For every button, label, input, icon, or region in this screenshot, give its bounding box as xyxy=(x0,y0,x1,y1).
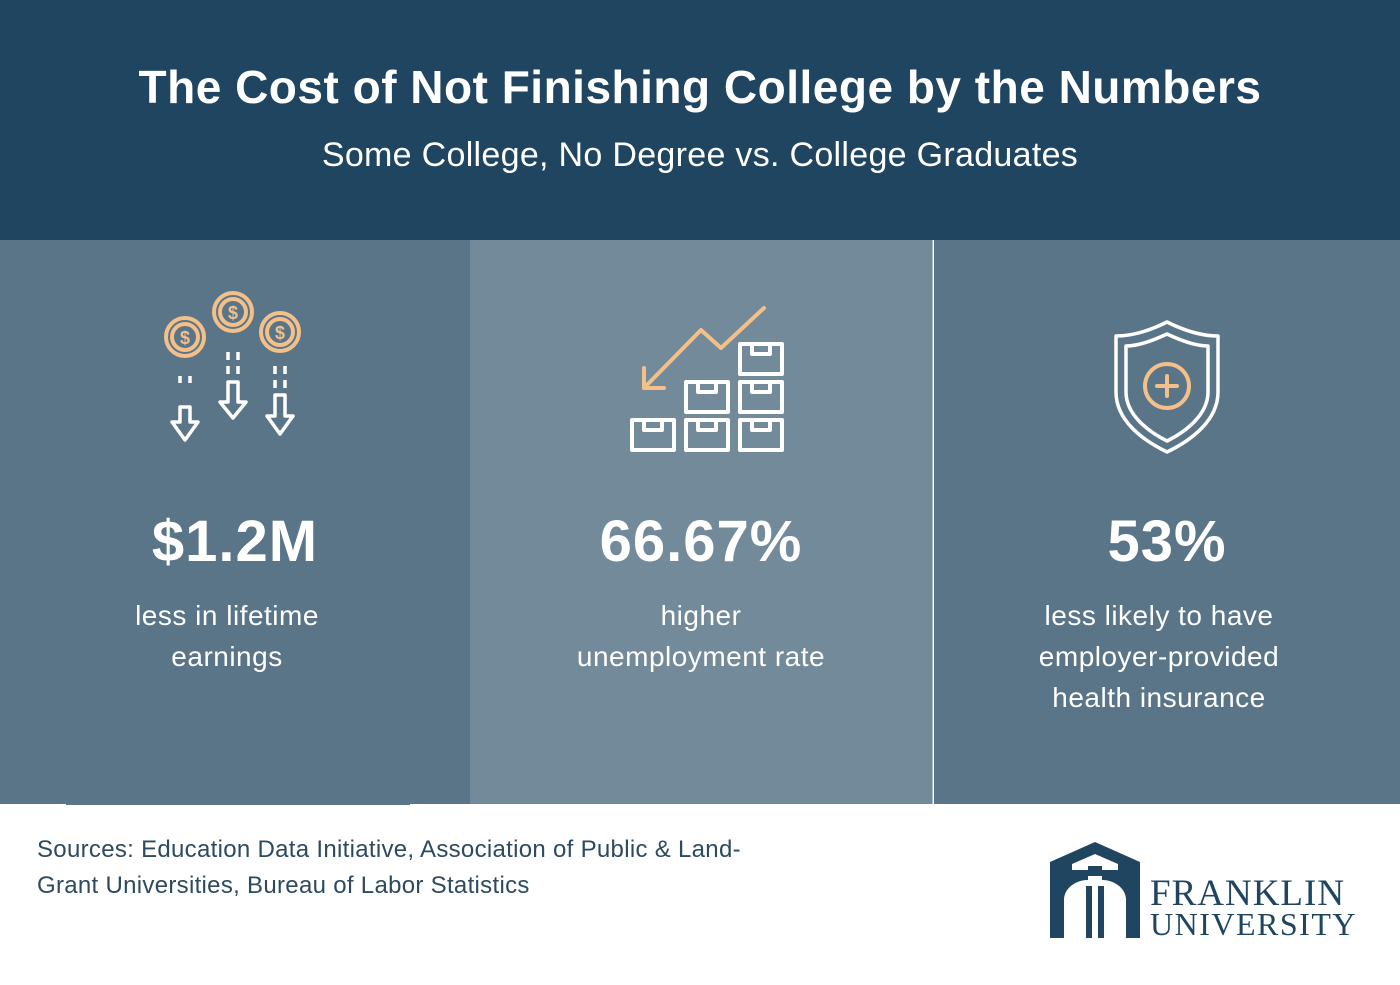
stat-value: $1.2M xyxy=(151,509,319,574)
falling-coins-icon: $ $ $ xyxy=(160,290,310,465)
stat-panel-health-insurance: 53% less likely to have employer-provide… xyxy=(934,240,1400,804)
stat-panel-unemployment: 66.67% higher unemployment rate xyxy=(470,240,933,804)
svg-text:$: $ xyxy=(228,303,238,323)
stat-description: less likely to have employer-provided he… xyxy=(1038,600,1280,713)
page-title: The Cost of Not Finishing College by the… xyxy=(138,61,1262,113)
logo-name-line1: FRANKLIN xyxy=(1150,873,1346,914)
stat-description: higher unemployment rate xyxy=(576,600,826,672)
header-banner: The Cost of Not Finishing College by the… xyxy=(0,0,1400,240)
logo-name-line2: UNIVERSITY xyxy=(1150,906,1357,942)
health-shield-icon xyxy=(1102,290,1232,465)
stats-panels: $ $ $ $1.2M xyxy=(0,240,1400,804)
svg-text:$: $ xyxy=(180,328,190,348)
svg-text:$: $ xyxy=(275,323,285,343)
declining-chart-boxes-icon xyxy=(616,290,786,465)
franklin-arch-icon xyxy=(1050,842,1140,945)
sources-text: Sources: Education Data Initiative, Asso… xyxy=(37,836,741,899)
panel-bottom-edge xyxy=(66,802,410,805)
stat-description: less in lifetime earnings xyxy=(135,600,319,672)
stat-panel-earnings: $ $ $ $1.2M xyxy=(0,240,470,804)
page-subtitle: Some College, No Degree vs. College Grad… xyxy=(321,136,1079,174)
stat-value: 66.67% xyxy=(599,509,803,574)
stat-value: 53% xyxy=(1107,509,1227,574)
franklin-university-logo: FRANKLIN UNIVERSITY xyxy=(1050,842,1370,942)
